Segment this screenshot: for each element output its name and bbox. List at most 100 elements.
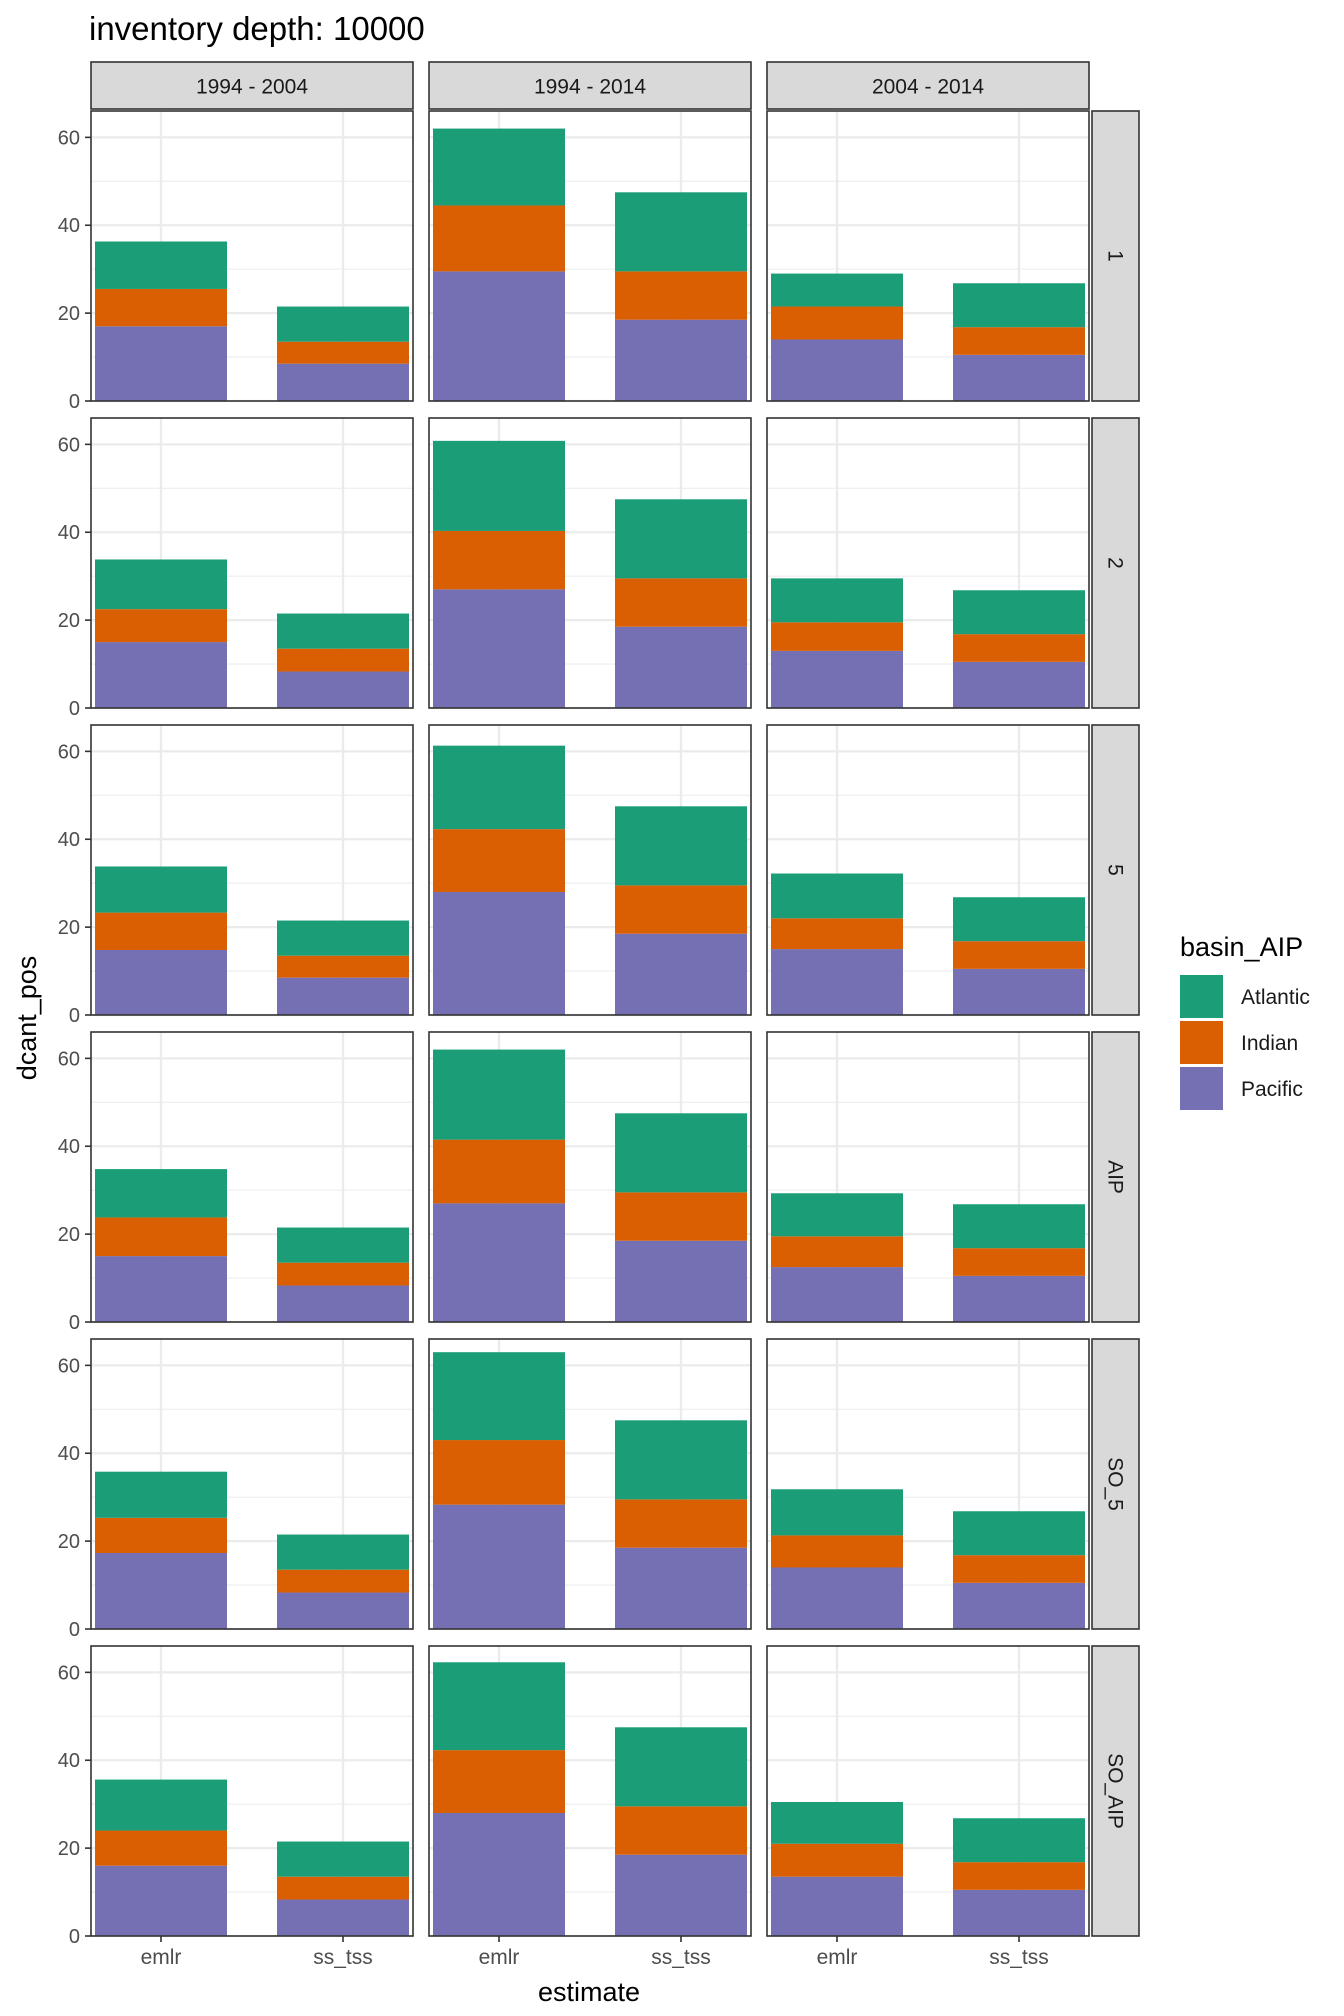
y-tick-label: 20 xyxy=(58,610,80,632)
bar-emlr-atlantic xyxy=(771,1489,904,1536)
bar-emlr-atlantic xyxy=(771,273,904,307)
bar-emlr-indian xyxy=(433,829,566,892)
bar-ss-tss-indian xyxy=(614,885,747,934)
bar-ss-tss-indian xyxy=(952,1555,1085,1583)
bar-emlr-atlantic xyxy=(95,1471,228,1518)
panel-border xyxy=(766,724,1090,1016)
strip-col-1994-2004: 1994 - 2004 xyxy=(90,61,414,110)
bar-ss-tss-pacific xyxy=(952,1582,1085,1629)
bar-emlr-pacific xyxy=(95,1865,228,1936)
strip-background xyxy=(1091,417,1140,709)
bar-ss-tss-pacific xyxy=(614,1240,747,1322)
bar-emlr-pacific xyxy=(433,1203,566,1322)
panel-border xyxy=(428,1031,752,1323)
bar-emlr-pacific xyxy=(771,1267,904,1322)
panel-so-aip-2004-2014 xyxy=(766,1645,1090,1938)
y-tick-label: 0 xyxy=(69,391,80,413)
bar-ss-tss-pacific xyxy=(614,1854,747,1936)
legend-key xyxy=(1180,975,1223,1018)
panel-border xyxy=(90,1031,414,1323)
y-tick-label: 20 xyxy=(58,303,80,325)
bar-ss-tss-atlantic xyxy=(614,192,747,272)
strip-label: 2 xyxy=(1104,557,1127,569)
legend-item-indian: Indian xyxy=(1180,1021,1298,1064)
panel-border xyxy=(428,1645,752,1937)
y-tick-label: 60 xyxy=(58,1048,80,1070)
bar-ss-tss-indian xyxy=(276,341,409,364)
bar-ss-tss-indian xyxy=(952,1248,1085,1276)
bar-emlr-atlantic xyxy=(433,745,566,830)
bar-emlr-indian xyxy=(771,622,904,651)
legend-label: Pacific xyxy=(1241,1078,1303,1101)
bar-ss-tss-pacific xyxy=(276,363,409,401)
bar-ss-tss-indian xyxy=(276,1569,409,1593)
y-tick-label: 60 xyxy=(58,127,80,149)
bar-ss-tss-atlantic xyxy=(952,590,1085,635)
bar-ss-tss-atlantic xyxy=(614,1727,747,1807)
bar-ss-tss-pacific xyxy=(276,1592,409,1629)
y-tick-label: 20 xyxy=(58,1531,80,1553)
strip-row-so-aip: SO_AIP xyxy=(1091,1645,1140,1937)
strip-background xyxy=(766,61,1090,110)
bar-emlr-atlantic xyxy=(95,241,228,289)
bar-emlr-pacific xyxy=(771,1876,904,1936)
bar-ss-tss-indian xyxy=(276,648,409,672)
bar-emlr-pacific xyxy=(433,589,566,708)
x-tick-label: emlr xyxy=(141,1946,182,1969)
strip-row-1: 1 xyxy=(1091,110,1140,402)
bar-ss-tss-atlantic xyxy=(276,1841,409,1877)
panel-so-aip-1994-2004 xyxy=(90,1645,414,1938)
bar-ss-tss-pacific xyxy=(952,968,1085,1015)
bar-ss-tss-indian xyxy=(614,578,747,627)
y-tick-label: 0 xyxy=(69,698,80,720)
bar-emlr-atlantic xyxy=(771,1193,904,1237)
bar-ss-tss-atlantic xyxy=(952,1818,1085,1863)
strip-background xyxy=(90,61,414,110)
bar-ss-tss-atlantic xyxy=(614,499,747,579)
bar-emlr-pacific xyxy=(771,650,904,708)
panel-border xyxy=(766,1645,1090,1937)
bar-emlr-indian xyxy=(95,1830,228,1866)
strip-row-2: 2 xyxy=(1091,417,1140,709)
legend-label: Indian xyxy=(1241,1032,1298,1055)
bar-emlr-pacific xyxy=(95,1552,228,1629)
facet-panels xyxy=(90,110,1090,1938)
panel-border xyxy=(428,110,752,402)
panel-border xyxy=(90,110,414,402)
bar-emlr-pacific xyxy=(771,949,904,1015)
strip-label: SO_AIP xyxy=(1104,1753,1127,1829)
strip-background xyxy=(1091,1338,1140,1630)
bar-emlr-indian xyxy=(95,1217,228,1257)
panel-border xyxy=(90,724,414,1016)
bar-emlr-indian xyxy=(433,1139,566,1204)
strip-label: 2004 - 2014 xyxy=(872,76,984,99)
bar-emlr-indian xyxy=(433,205,566,272)
bar-emlr-atlantic xyxy=(433,440,566,531)
panel-1-1994-2004 xyxy=(90,110,414,403)
panel-2-1994-2014 xyxy=(428,417,752,710)
x-axis-title: estimate xyxy=(538,1977,640,2007)
strip-row-so-5: SO_5 xyxy=(1091,1338,1140,1630)
panel-border xyxy=(90,1338,414,1630)
bar-emlr-indian xyxy=(771,1535,904,1568)
bar-emlr-indian xyxy=(771,1843,904,1877)
bar-ss-tss-pacific xyxy=(952,1889,1085,1936)
panel-5-1994-2014 xyxy=(428,724,752,1017)
bar-ss-tss-atlantic xyxy=(276,1534,409,1570)
bar-emlr-indian xyxy=(771,306,904,340)
y-tick-label: 40 xyxy=(58,829,80,851)
bar-emlr-atlantic xyxy=(433,128,566,206)
bar-ss-tss-indian xyxy=(614,1499,747,1548)
strip-col-1994-2014: 1994 - 2014 xyxy=(428,61,752,110)
panel-so-aip-1994-2014 xyxy=(428,1645,752,1938)
panel-2-2004-2014 xyxy=(766,417,1090,710)
bar-emlr-pacific xyxy=(771,339,904,401)
legend-label: Atlantic xyxy=(1241,986,1310,1009)
y-tick-label: 40 xyxy=(58,522,80,544)
legend-key xyxy=(1180,1021,1223,1064)
bar-emlr-atlantic xyxy=(433,1662,566,1751)
strip-label: SO_5 xyxy=(1104,1457,1127,1511)
bar-emlr-atlantic xyxy=(771,578,904,623)
legend-title: basin_AIP xyxy=(1180,932,1303,962)
bar-emlr-pacific xyxy=(95,1256,228,1322)
